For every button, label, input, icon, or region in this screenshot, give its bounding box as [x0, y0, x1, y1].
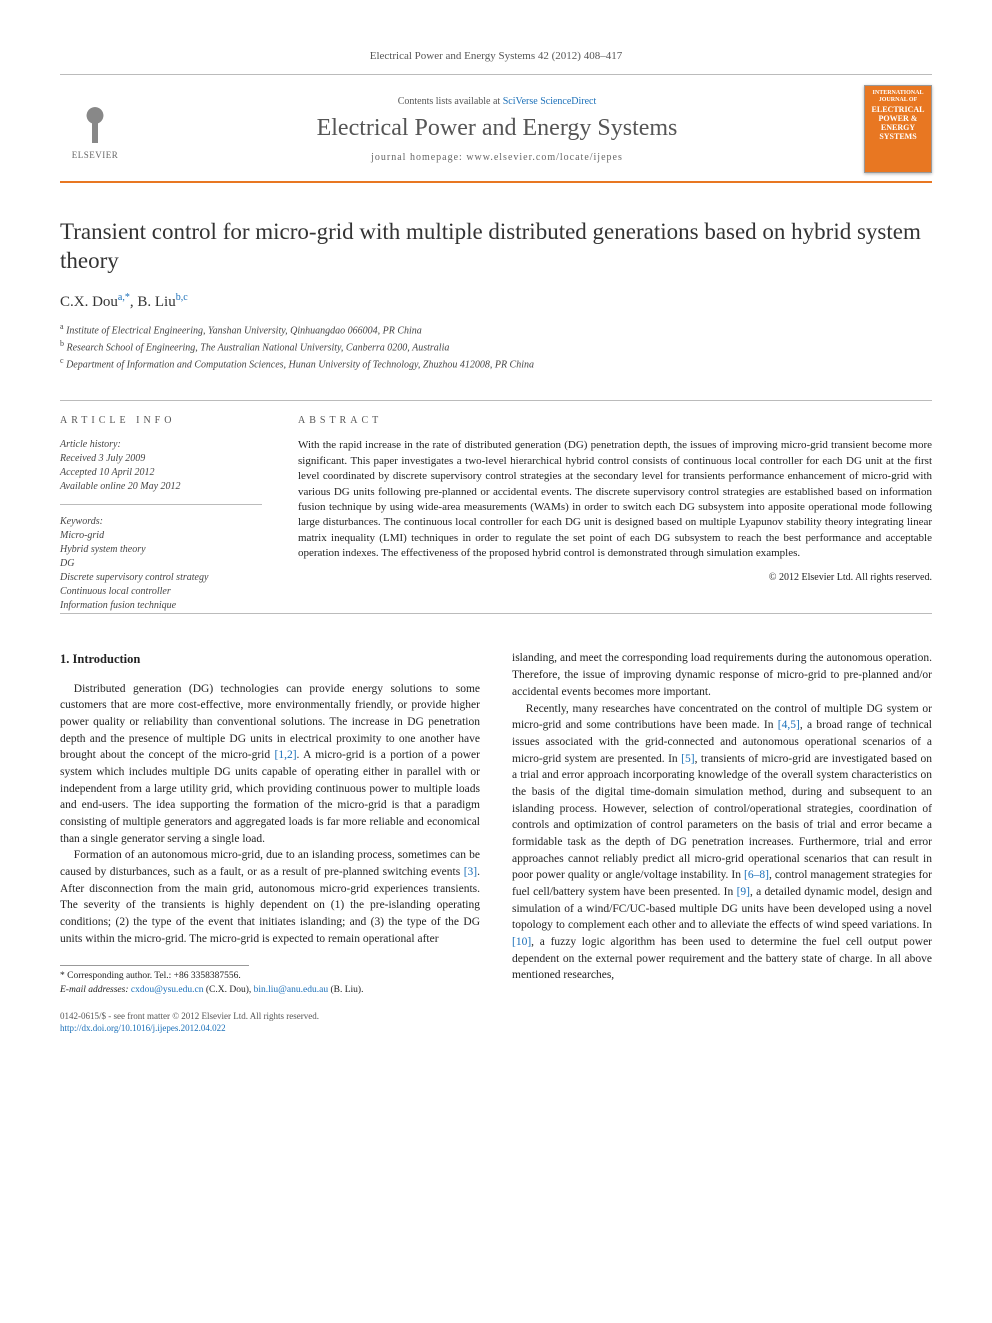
contents-line: Contents lists available at SciVerse Sci… [140, 96, 854, 107]
section-title: Introduction [73, 652, 141, 666]
elsevier-label: ELSEVIER [72, 150, 119, 160]
affiliation-a: a Institute of Electrical Engineering, Y… [60, 321, 932, 338]
elsevier-tree-icon [70, 98, 120, 148]
keyword-4: Continuous local controller [60, 585, 262, 599]
bottom-meta: 0142-0615/$ - see front matter © 2012 El… [60, 1011, 480, 1034]
journal-header: ELSEVIER Contents lists available at Sci… [60, 75, 932, 183]
journal-cover-thumbnail: INTERNATIONAL JOURNAL OF ELECTRICAL POWE… [864, 85, 932, 173]
body-para-r0: islanding, and meet the corresponding lo… [512, 650, 932, 700]
affiliations: a Institute of Electrical Engineering, Y… [60, 321, 932, 373]
author-1: C.X. Dou [60, 294, 118, 310]
keywords-block: Keywords: Micro-grid Hybrid system theor… [60, 505, 262, 613]
email-name-2: (B. Liu). [330, 985, 363, 995]
ref-link[interactable]: [10] [512, 936, 531, 948]
author-2: B. Liu [137, 294, 175, 310]
abstract-text: With the rapid increase in the rate of d… [298, 438, 932, 561]
homepage-line: journal homepage: www.elsevier.com/locat… [140, 152, 854, 163]
title-section: Transient control for micro-grid with mu… [60, 218, 932, 372]
keyword-5: Information fusion technique [60, 599, 262, 613]
section-heading: 1. Introduction [60, 650, 480, 668]
aff-label-a: a [60, 322, 64, 331]
issn-line: 0142-0615/$ - see front matter © 2012 El… [60, 1011, 480, 1023]
section-number: 1. [60, 652, 69, 666]
email-link-2[interactable]: bin.liu@anu.edu.au [254, 985, 328, 995]
email-line: E-mail addresses: cxdou@ysu.edu.cn (C.X.… [60, 984, 480, 997]
aff-text-a: Institute of Electrical Engineering, Yan… [66, 325, 422, 336]
footnote-separator [60, 965, 249, 966]
journal-reference: Electrical Power and Energy Systems 42 (… [60, 50, 932, 62]
article-info-column: ARTICLE INFO Article history: Received 3… [60, 401, 280, 614]
ref-link[interactable]: [3] [464, 866, 477, 878]
keyword-1: Hybrid system theory [60, 543, 262, 557]
received-date: Received 3 July 2009 [60, 452, 262, 466]
aff-label-b: b [60, 339, 64, 348]
header-center: Contents lists available at SciVerse Sci… [130, 96, 864, 163]
ref-link[interactable]: [1,2] [275, 749, 297, 761]
keyword-0: Micro-grid [60, 529, 262, 543]
info-abstract-row: ARTICLE INFO Article history: Received 3… [60, 400, 932, 614]
corresponding-author-footnote: * Corresponding author. Tel.: +86 335838… [60, 970, 480, 997]
cover-main-text: ELECTRICAL POWER & ENERGY SYSTEMS [869, 106, 927, 141]
abstract-column: ABSTRACT With the rapid increase in the … [280, 401, 932, 614]
ref-link[interactable]: [5] [681, 753, 694, 765]
abstract-heading: ABSTRACT [298, 415, 932, 426]
body-para-r1: Recently, many researches have concentra… [512, 701, 932, 984]
doi-link[interactable]: http://dx.doi.org/10.1016/j.ijepes.2012.… [60, 1023, 226, 1033]
ref-link[interactable]: [4,5] [778, 719, 800, 731]
affiliation-b: b Research School of Engineering, The Au… [60, 338, 932, 355]
author-1-sup: a,* [118, 292, 130, 303]
email-link-1[interactable]: cxdou@ysu.edu.cn [131, 985, 204, 995]
affiliation-c: c Department of Information and Computat… [60, 355, 932, 372]
corr-author-line: * Corresponding author. Tel.: +86 335838… [60, 970, 480, 983]
page-container: Electrical Power and Energy Systems 42 (… [0, 0, 992, 1084]
email-name-1: (C.X. Dou), [206, 985, 254, 995]
keyword-3: Discrete supervisory control strategy [60, 571, 262, 585]
paper-title: Transient control for micro-grid with mu… [60, 218, 932, 276]
article-history: Article history: Received 3 July 2009 Ac… [60, 438, 262, 505]
homepage-url: www.elsevier.com/locate/ijepes [466, 152, 623, 163]
accepted-date: Accepted 10 April 2012 [60, 466, 262, 480]
right-column: islanding, and meet the corresponding lo… [512, 650, 932, 1034]
elsevier-logo: ELSEVIER [60, 89, 130, 169]
ref-link[interactable]: [6–8] [744, 869, 769, 881]
abstract-copyright: © 2012 Elsevier Ltd. All rights reserved… [298, 572, 932, 583]
ref-link[interactable]: [9] [737, 886, 750, 898]
body-para-l1: Formation of an autonomous micro-grid, d… [60, 847, 480, 947]
online-date: Available online 20 May 2012 [60, 480, 262, 494]
body-two-column: 1. Introduction Distributed generation (… [60, 650, 932, 1034]
history-label: Article history: [60, 438, 262, 452]
sciencedirect-link[interactable]: SciVerse ScienceDirect [503, 96, 597, 107]
article-info-heading: ARTICLE INFO [60, 415, 262, 426]
keyword-2: DG [60, 557, 262, 571]
contents-prefix: Contents lists available at [398, 96, 503, 107]
aff-label-c: c [60, 356, 64, 365]
left-column: 1. Introduction Distributed generation (… [60, 650, 480, 1034]
aff-text-c: Department of Information and Computatio… [66, 359, 534, 370]
body-para-l0: Distributed generation (DG) technologies… [60, 681, 480, 848]
homepage-prefix: journal homepage: [371, 152, 466, 163]
cover-top-text: INTERNATIONAL JOURNAL OF [869, 90, 927, 104]
email-label: E-mail addresses: [60, 985, 129, 995]
authors: C.X. Doua,*, B. Liub,c [60, 292, 932, 311]
keywords-label: Keywords: [60, 515, 262, 529]
author-2-sup: b,c [176, 292, 188, 303]
aff-text-b: Research School of Engineering, The Aust… [67, 342, 450, 353]
journal-name: Electrical Power and Energy Systems [140, 115, 854, 142]
